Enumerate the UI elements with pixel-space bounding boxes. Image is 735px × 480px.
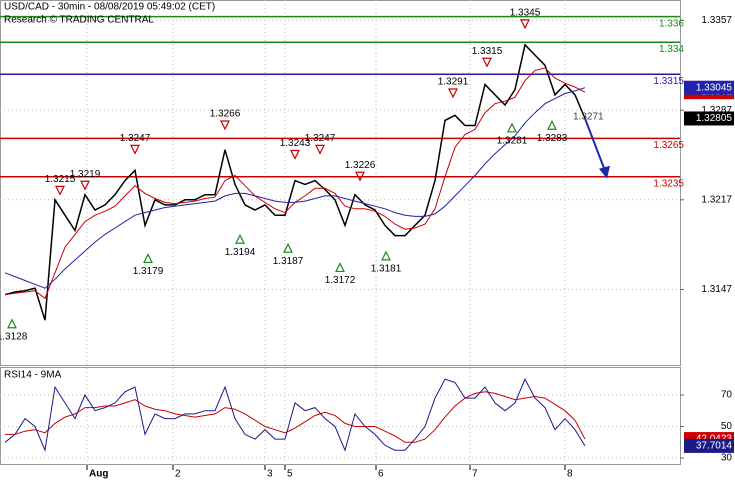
last-value-label: 1.33045 (696, 82, 733, 93)
peak-marker (130, 144, 140, 155)
annotation-label: 1.3243 (280, 138, 311, 149)
annotation-label: 1.3215 (45, 174, 76, 185)
series-line (4, 43, 586, 321)
annotation-label: 1.3179 (133, 266, 164, 277)
annotation-label: 1.3247 (305, 133, 336, 144)
trough-marker (547, 119, 557, 130)
price-panel (0, 0, 681, 366)
series-line (4, 87, 586, 289)
x-tick-label: 7 (472, 469, 478, 480)
peak-marker (290, 149, 300, 160)
level-label: 1.3235 (653, 178, 684, 189)
trough-marker (235, 233, 245, 244)
trough-marker (335, 262, 345, 273)
trough-marker (143, 253, 153, 264)
target-arrow (584, 118, 606, 172)
annotation-label: 1.3247 (120, 133, 151, 144)
level-label: 1.334 (659, 44, 684, 55)
peak-marker (520, 19, 530, 30)
y-tick-label: 1.3357 (701, 15, 732, 26)
target-label: 1.3271 (573, 111, 604, 122)
rsi-panel (0, 367, 681, 465)
y-tick-label: 1.3217 (701, 194, 732, 205)
annotation-label: 1.3219 (70, 169, 101, 180)
annotation-label: 1.3283 (537, 133, 568, 144)
annotation-label: 1.3345 (510, 8, 541, 19)
peak-marker (482, 57, 492, 68)
rsi-title: RSI14 - 9MA (4, 370, 62, 381)
y-tick-label: 70 (721, 390, 733, 401)
level-label: 1.3265 (653, 140, 684, 151)
x-tick-label: 5 (287, 469, 293, 480)
x-tick-label: 6 (378, 469, 384, 480)
chart-title: USD/CAD - 30min - 08/08/2019 05:49:02 (C… (4, 2, 215, 13)
peak-marker (80, 180, 90, 191)
chart-subtitle: Research © TRADING CENTRAL (4, 15, 154, 26)
last-value-box (684, 111, 734, 126)
y-tick-label: 30 (721, 453, 733, 464)
annotation-label: 1.3226 (345, 160, 376, 171)
peak-marker (355, 171, 365, 182)
annotation-label: 1.3128 (0, 331, 28, 342)
trough-marker (507, 122, 517, 133)
trough-marker (283, 242, 293, 253)
x-tick-label: 2 (175, 469, 181, 480)
target-arrow-head (599, 165, 610, 179)
last-value-box (684, 438, 734, 453)
annotation-label: 1.3266 (210, 109, 241, 120)
x-tick-label: 8 (567, 469, 573, 480)
annotation-label: 1.3181 (371, 264, 402, 275)
x-tick-label: Aug (89, 469, 108, 480)
trough-marker (7, 318, 17, 329)
peak-marker (315, 144, 325, 155)
peak-marker (55, 185, 65, 196)
peak-marker (448, 88, 458, 99)
level-label: 1.336 (659, 18, 684, 29)
annotation-label: 1.3187 (273, 256, 304, 267)
last-value-label: 1.32805 (696, 113, 733, 124)
series-line (4, 378, 586, 453)
annotation-label: 1.3281 (497, 135, 528, 146)
series-line (5, 391, 586, 443)
level-label: 1.3315 (653, 76, 684, 87)
last-value-box (684, 80, 734, 95)
y-tick-label: 1.3147 (701, 284, 732, 295)
last-value-label: 37.7014 (696, 441, 733, 452)
annotation-label: 1.3291 (438, 77, 469, 88)
annotation-label: 1.3194 (225, 247, 256, 258)
annotation-label: 1.3315 (472, 46, 503, 57)
peak-marker (220, 120, 230, 131)
x-tick-label: 3 (267, 469, 273, 480)
y-tick-label: 50 (721, 421, 733, 432)
annotation-label: 1.3172 (325, 275, 356, 286)
y-tick-label: 1.3287 (701, 105, 732, 116)
trough-marker (381, 250, 391, 261)
